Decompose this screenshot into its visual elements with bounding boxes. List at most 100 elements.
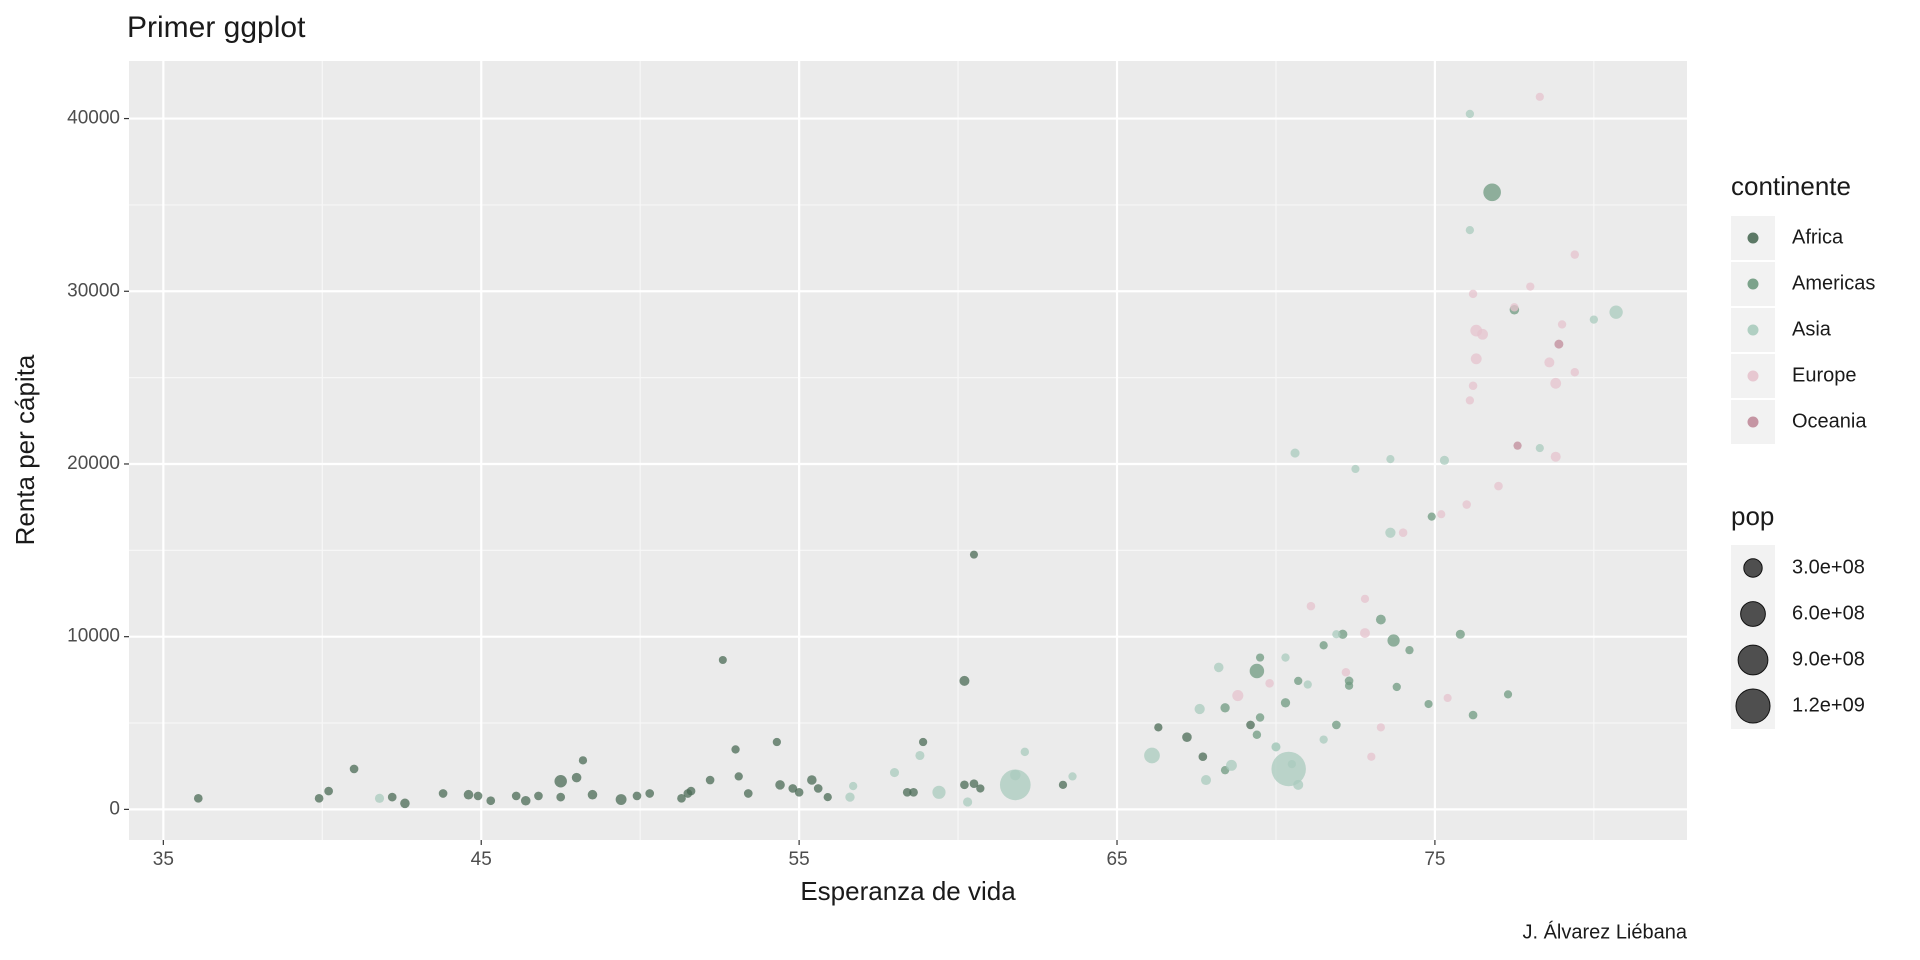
legend-marker bbox=[1747, 324, 1759, 336]
legend-marker bbox=[1747, 232, 1759, 244]
point bbox=[772, 737, 782, 747]
point bbox=[463, 789, 474, 800]
point bbox=[387, 792, 397, 802]
point bbox=[1332, 720, 1341, 730]
point bbox=[1510, 303, 1519, 312]
point bbox=[1439, 455, 1450, 465]
point bbox=[400, 798, 410, 809]
x-tick-label: 65 bbox=[1106, 849, 1127, 870]
point bbox=[1144, 747, 1160, 764]
point bbox=[1570, 250, 1580, 259]
legend-label: Asia bbox=[1792, 318, 1832, 340]
point bbox=[823, 792, 832, 802]
x-tick-label: 35 bbox=[153, 849, 174, 870]
point bbox=[1570, 368, 1580, 377]
point bbox=[849, 781, 858, 791]
point bbox=[1367, 752, 1376, 761]
x-tick-label: 55 bbox=[789, 849, 810, 870]
size-legend-label: 1.2e+09 bbox=[1792, 694, 1865, 716]
point bbox=[718, 655, 727, 665]
point bbox=[1465, 396, 1475, 405]
point bbox=[1344, 681, 1354, 690]
y-tick-label: 40000 bbox=[67, 108, 120, 129]
point bbox=[1424, 699, 1433, 709]
y-tick-label: 0 bbox=[109, 798, 120, 819]
point bbox=[1360, 628, 1370, 639]
point bbox=[1213, 662, 1224, 673]
point bbox=[902, 787, 912, 797]
point bbox=[1287, 759, 1296, 769]
point bbox=[1526, 282, 1535, 291]
point bbox=[1375, 614, 1386, 625]
point bbox=[1010, 769, 1021, 781]
point bbox=[932, 785, 946, 799]
size-legend-marker bbox=[1740, 601, 1766, 627]
point bbox=[1303, 680, 1312, 689]
y-tick-label: 10000 bbox=[67, 626, 120, 647]
point bbox=[1271, 751, 1306, 787]
size-legend-title: pop bbox=[1731, 501, 1774, 531]
x-tick-label: 45 bbox=[471, 849, 492, 870]
point bbox=[1513, 441, 1522, 450]
point bbox=[473, 791, 483, 801]
point bbox=[1535, 443, 1544, 453]
size-legend-label: 6.0e+08 bbox=[1792, 602, 1865, 624]
point bbox=[1332, 630, 1341, 639]
legend-label: Europe bbox=[1792, 364, 1857, 386]
point bbox=[587, 789, 598, 800]
point bbox=[788, 784, 798, 793]
point bbox=[1232, 690, 1244, 702]
point bbox=[807, 775, 817, 785]
point bbox=[1351, 464, 1360, 474]
point bbox=[1252, 730, 1262, 739]
point bbox=[1405, 646, 1414, 655]
point bbox=[794, 787, 804, 797]
point bbox=[438, 789, 448, 798]
x-tick-label: 75 bbox=[1424, 849, 1445, 870]
point bbox=[1465, 225, 1475, 235]
point bbox=[775, 780, 785, 790]
point bbox=[1386, 455, 1395, 464]
point bbox=[1398, 528, 1408, 537]
legend-marker bbox=[1747, 370, 1759, 382]
point bbox=[556, 792, 566, 802]
point bbox=[1294, 676, 1303, 686]
point bbox=[1503, 690, 1513, 699]
point bbox=[1462, 500, 1471, 509]
legend-label: Africa bbox=[1792, 226, 1844, 248]
point bbox=[1220, 703, 1230, 713]
point bbox=[960, 780, 969, 790]
point bbox=[1280, 698, 1291, 708]
point bbox=[677, 793, 686, 803]
size-legend-marker bbox=[1735, 688, 1771, 724]
point bbox=[889, 768, 900, 778]
point bbox=[1020, 747, 1030, 757]
point bbox=[1293, 779, 1304, 790]
point bbox=[1194, 703, 1205, 715]
point bbox=[915, 750, 925, 761]
point bbox=[976, 784, 985, 793]
point bbox=[1494, 481, 1503, 491]
point bbox=[1271, 742, 1281, 752]
point bbox=[1465, 109, 1475, 119]
point bbox=[534, 791, 543, 801]
point bbox=[1589, 315, 1598, 324]
point bbox=[615, 794, 627, 805]
point bbox=[1455, 629, 1465, 639]
caption: J. Álvarez Liébana bbox=[1522, 920, 1687, 943]
point bbox=[845, 792, 855, 802]
size-legend-label: 3.0e+08 bbox=[1792, 556, 1865, 578]
point bbox=[1550, 451, 1561, 462]
point bbox=[520, 795, 531, 806]
point bbox=[1443, 693, 1452, 703]
point bbox=[1609, 305, 1623, 319]
point bbox=[1544, 357, 1555, 368]
point bbox=[959, 675, 970, 686]
point bbox=[1385, 527, 1396, 538]
point bbox=[705, 775, 715, 785]
point bbox=[734, 772, 743, 781]
point bbox=[645, 789, 655, 798]
point bbox=[1226, 759, 1237, 771]
